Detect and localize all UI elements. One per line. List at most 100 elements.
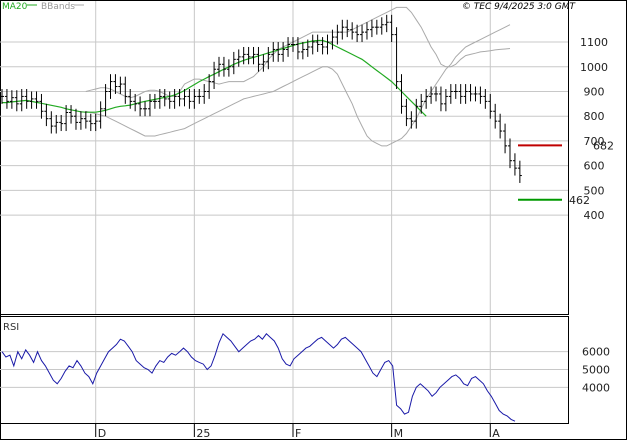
rsi-tick-label: 6000 (582, 346, 610, 359)
price-bar (152, 93, 157, 109)
price-bar (251, 46, 256, 65)
price-bar (488, 93, 493, 119)
price-bar (335, 24, 340, 45)
price-bar (69, 105, 74, 124)
price-bar (0, 89, 4, 104)
price-grid: 400 500 600 700 800 900 1000 1100 (0, 36, 608, 222)
price-bar (463, 84, 468, 104)
price-bar (424, 89, 429, 109)
price-bar (246, 46, 251, 65)
x-tick-label: D (98, 427, 106, 440)
price-bar (320, 37, 325, 55)
price-bar (448, 84, 453, 104)
price-bar (103, 84, 108, 117)
price-bar (88, 113, 93, 132)
rsi-tick-label: 5000 (582, 364, 610, 377)
price-bar (315, 34, 320, 52)
price-bar (310, 34, 315, 55)
price-bar (281, 42, 286, 62)
price-bar (478, 86, 483, 104)
price-tick-label: 600 (584, 160, 605, 173)
price-bar (128, 89, 133, 109)
price-bar (389, 14, 394, 43)
rsi-title: RSI (3, 322, 19, 333)
price-bar (404, 98, 409, 127)
rsi-line (1, 332, 516, 422)
price-bar (19, 89, 24, 112)
price-bar (355, 24, 360, 43)
price-bar (434, 86, 439, 102)
price-bar (143, 101, 148, 117)
price-bar (192, 89, 197, 109)
price-bar (226, 59, 231, 77)
price-bar (286, 37, 291, 57)
price-bar (162, 89, 167, 107)
price-tick-label: 400 (584, 209, 605, 222)
price-bar (187, 89, 192, 109)
x-tick-label: F (295, 427, 301, 440)
price-bar (399, 74, 404, 114)
price-bar (261, 54, 266, 72)
price-bar (98, 101, 103, 129)
price-bar (44, 103, 49, 127)
price-tick-label: 1000 (580, 61, 608, 74)
price-bar (414, 98, 419, 129)
price-bar (83, 111, 88, 129)
price-bar (266, 46, 271, 70)
x-tick-label: 25 (196, 427, 210, 440)
price-bar (508, 138, 512, 169)
price-bar (133, 93, 138, 112)
price-levels: 682 462 (518, 139, 614, 207)
price-bar (379, 17, 384, 35)
price-bar (123, 76, 128, 104)
rsi-path (1, 332, 516, 422)
price-bar (409, 111, 414, 129)
price-bar (172, 89, 177, 109)
price-bar (212, 61, 217, 90)
price-bar (231, 51, 236, 75)
price-bar (34, 91, 39, 109)
price-bar (340, 19, 345, 40)
price-bar (113, 74, 118, 94)
price-bar (300, 42, 305, 60)
price-bar (498, 113, 503, 139)
price-bar (93, 113, 98, 132)
price-bar (64, 105, 69, 132)
price-bar (438, 86, 443, 112)
x-axis: D 25 F M A (95, 1, 500, 440)
price-bar (364, 22, 369, 40)
price-bar (157, 89, 162, 109)
price-bar (325, 34, 330, 55)
price-bar (256, 46, 261, 72)
rsi-tick-label: 4000 (582, 381, 610, 394)
price-tick-label: 800 (584, 110, 605, 123)
bollinger-bands (85, 6, 511, 147)
price-bar (429, 86, 434, 104)
price-tick-label: 900 (584, 85, 605, 98)
price-bar (295, 37, 300, 60)
price-bar (517, 160, 522, 183)
price-bar (512, 153, 517, 176)
bband-lower (85, 24, 511, 147)
price-bar (443, 89, 448, 112)
price-bar (419, 93, 424, 114)
price-bar (207, 74, 212, 99)
price-bar (350, 22, 355, 40)
price-bar (182, 89, 187, 107)
price-bar (39, 93, 44, 119)
price-bar (202, 84, 207, 104)
price-bar (78, 111, 83, 130)
price-bar (29, 91, 34, 109)
copyright: © TEC 9/4/2025 3:0 GMT (462, 2, 577, 12)
price-bars (0, 14, 522, 183)
price-bar (503, 123, 508, 154)
price-bar (177, 89, 182, 107)
price-bar (138, 96, 143, 117)
price-bar (108, 74, 113, 99)
price-bar (147, 93, 152, 117)
price-bar (271, 42, 276, 62)
x-tick-label: M (394, 427, 404, 440)
price-bar (290, 37, 295, 52)
price-bar (473, 86, 478, 102)
